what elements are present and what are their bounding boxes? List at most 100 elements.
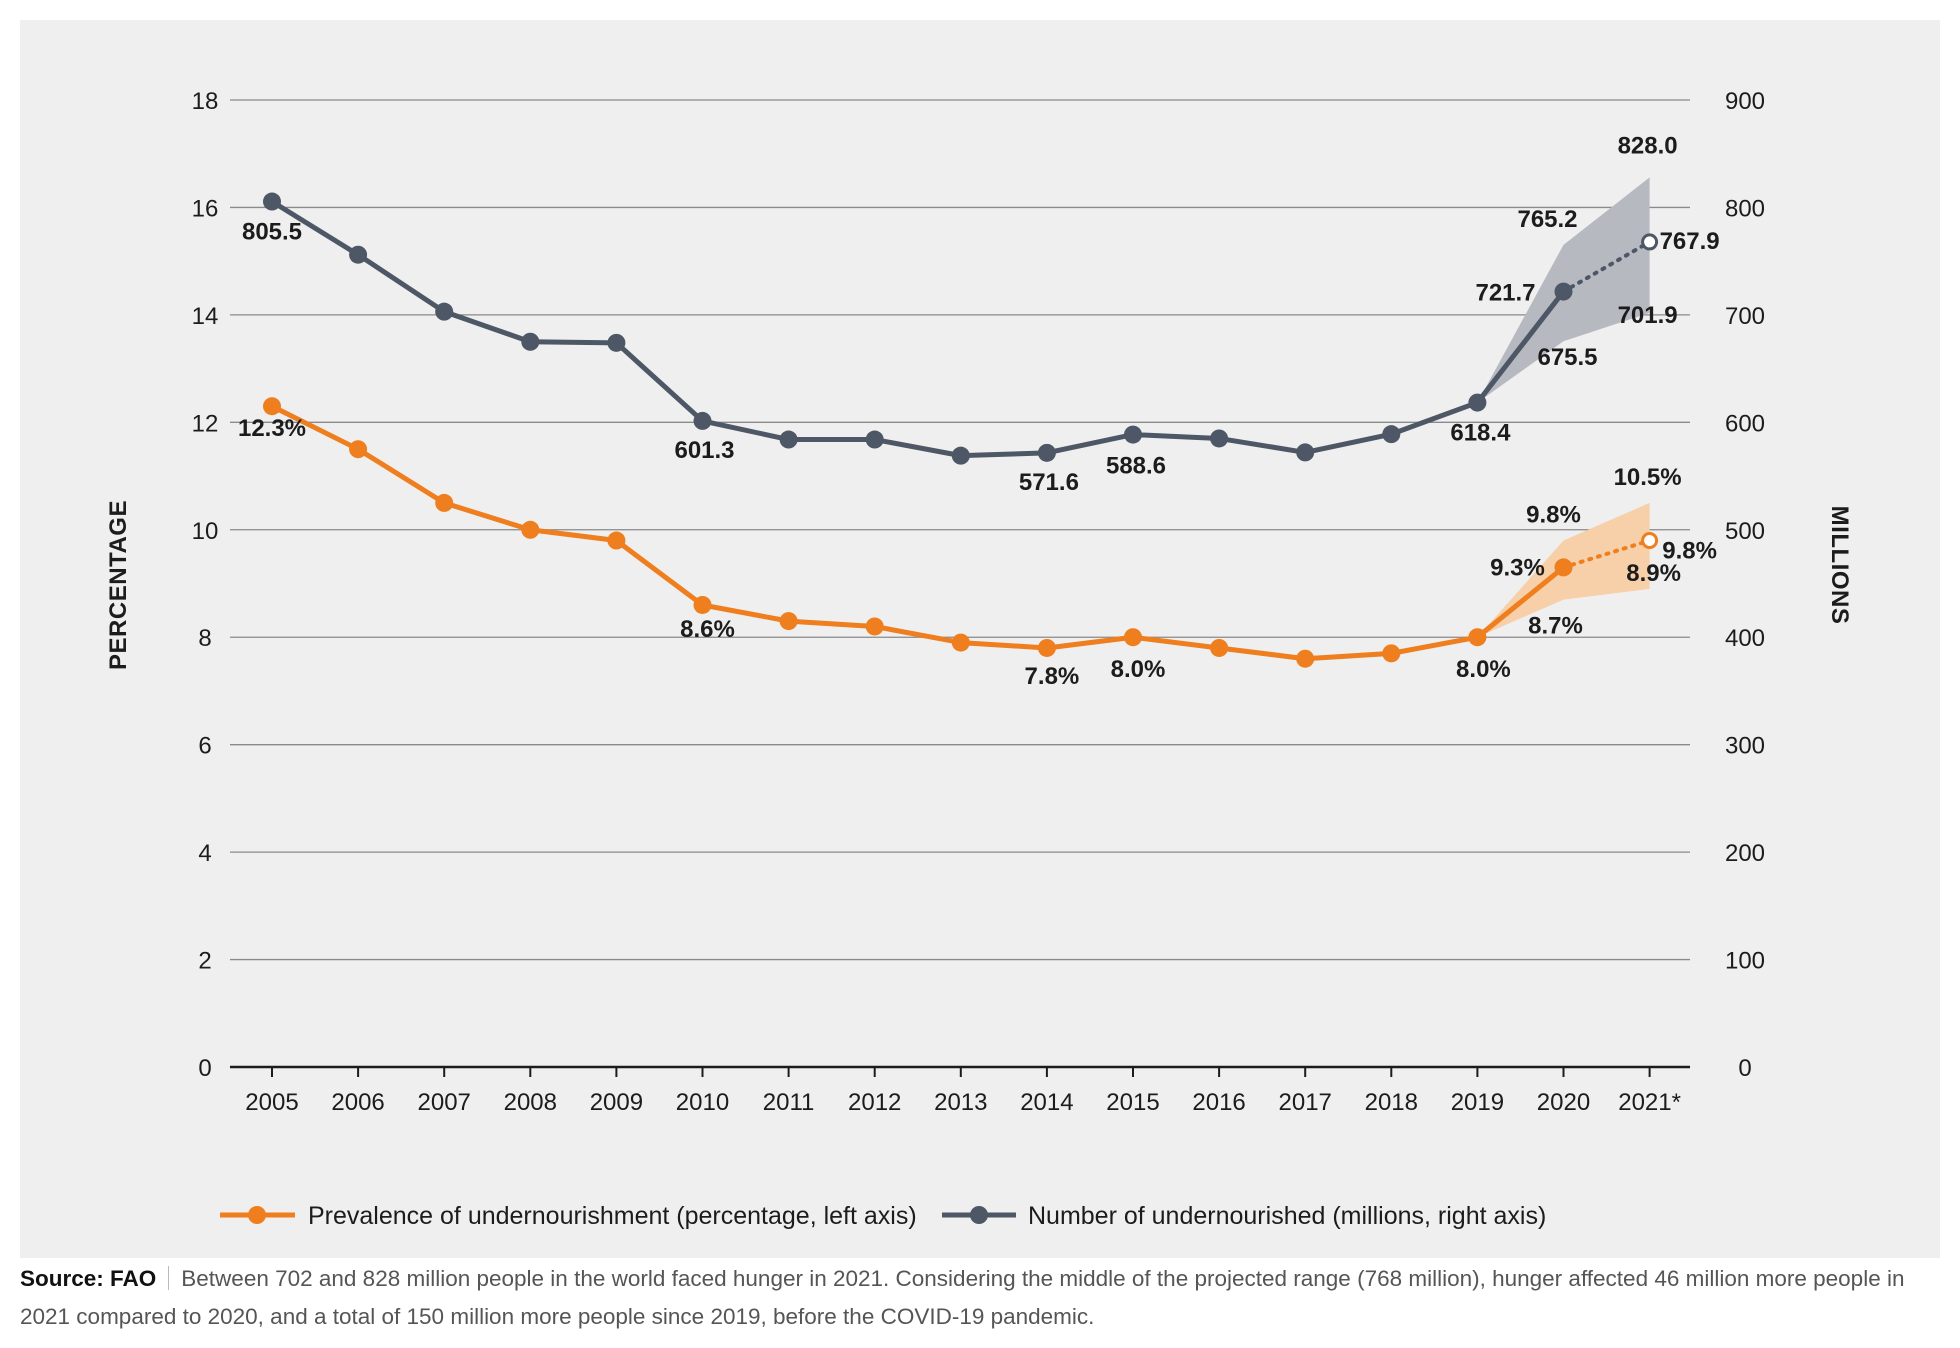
x-tick-label: 2005: [245, 1089, 298, 1116]
chart: 0 2 4 6 8 10 12 14 16 18 0 100 200 300 400 500 600 700 800…: [105, 88, 1853, 1230]
caption-separator: [168, 1266, 170, 1290]
prevalence-point: [1382, 644, 1401, 663]
data-label: 10.5%: [1614, 464, 1682, 491]
data-label: 601.3: [674, 437, 734, 464]
data-label: 9.8%: [1662, 538, 1717, 565]
number-undernourished-point: [1124, 425, 1142, 444]
legend-label-number: Number of undernourished (millions, righ…: [1028, 1202, 1546, 1230]
number-undernourished-point: [1037, 443, 1056, 462]
prevalence-point: [779, 612, 798, 631]
y-right-tick-label: 600: [1725, 410, 1765, 437]
x-tick-label: 2017: [1279, 1089, 1332, 1116]
y-right-tick-label: 400: [1725, 625, 1765, 652]
y-right-tick-label: 300: [1725, 733, 1765, 760]
data-label: 8.7%: [1528, 613, 1583, 640]
number-undernourished-line: [270, 199, 1566, 459]
data-label: 588.6: [1106, 453, 1166, 480]
data-label: 618.4: [1450, 420, 1511, 447]
x-tick-label: 2015: [1106, 1089, 1159, 1116]
y-left-tick-label: 16: [192, 195, 219, 222]
legend-marker-prevalence: [248, 1206, 266, 1224]
y-left-tick-label: 4: [198, 840, 211, 867]
prevalence-point: [1124, 628, 1142, 647]
y-left-tick-label: 12: [192, 410, 219, 437]
prevalence-point: [1037, 638, 1056, 657]
data-label: 7.8%: [1025, 663, 1080, 690]
x-tick-label: 2013: [934, 1089, 987, 1116]
data-label: 8.9%: [1626, 560, 1681, 587]
prevalence-point: [1210, 638, 1229, 657]
prevalence-point: [263, 397, 281, 416]
x-tick-label: 2018: [1365, 1089, 1418, 1116]
x-tick-label: 2006: [331, 1089, 384, 1116]
data-label: 8.6%: [680, 616, 735, 643]
prevalence-point: [865, 617, 884, 636]
x-tick-label: 2016: [1192, 1089, 1245, 1116]
caption-text: Between 702 and 828 million people in th…: [20, 1266, 1905, 1329]
prevalence-projection: [1561, 538, 1652, 570]
y-right-tick-label: 700: [1725, 303, 1765, 330]
number-undernourished-point: [349, 245, 368, 264]
x-tick-label: 2012: [848, 1089, 901, 1116]
data-label: 571.6: [1019, 469, 1079, 496]
data-label: 675.5: [1537, 344, 1597, 371]
x-tick-label: 2008: [504, 1089, 557, 1116]
data-label: 9.3%: [1490, 554, 1545, 581]
caption-source: Source: FAO: [20, 1266, 157, 1291]
data-label: 9.8%: [1526, 502, 1581, 529]
data-label: 828.0: [1618, 132, 1678, 159]
x-tick-label: 2014: [1020, 1089, 1073, 1116]
y-right-tick-label: 900: [1725, 88, 1765, 115]
y-left-tick-label: 0: [198, 1055, 211, 1082]
chart-panel: 0 2 4 6 8 10 12 14 16 18 0 100 200 300 400 500 600 700 800…: [20, 20, 1940, 1258]
data-label: 8.0%: [1111, 656, 1166, 683]
caption: Source: FAO Between 702 and 828 million p…: [20, 1260, 1935, 1336]
y-right-tick-label: 200: [1725, 840, 1765, 867]
y-right-tick-label: 0: [1738, 1055, 1751, 1082]
number-undernourished-point-projected: [1641, 233, 1659, 251]
prevalence-point: [1554, 558, 1573, 577]
number-undernourished-point: [693, 411, 712, 430]
number-undernourished-point: [779, 430, 798, 449]
data-label: 805.5: [242, 219, 302, 246]
x-tick-label: 2009: [590, 1089, 643, 1116]
x-tick-label: 2019: [1451, 1089, 1504, 1116]
number-undernourished-point: [1382, 425, 1401, 444]
prevalence-point: [521, 520, 540, 539]
number-undernourished-projection: [1561, 239, 1652, 294]
data-label: 721.7: [1475, 280, 1535, 307]
x-tick-label: 2010: [676, 1089, 729, 1116]
y-left-tick-label: 18: [192, 88, 219, 115]
y-left-tick-label: 6: [198, 733, 211, 760]
prevalence-point: [607, 531, 626, 550]
y-left-tick-label: 2: [198, 948, 211, 975]
number-undernourished-point: [263, 192, 281, 211]
y-left-tick-label: 8: [198, 625, 211, 652]
legend-marker-number: [970, 1206, 988, 1224]
number-undernourished-point: [1554, 282, 1573, 301]
data-label: 8.0%: [1456, 656, 1511, 683]
x-tick-label: 2007: [418, 1089, 471, 1116]
data-label: 765.2: [1517, 206, 1577, 233]
number-undernourished-point: [951, 446, 970, 465]
prevalence-point: [1468, 628, 1487, 647]
prevalence-line: [270, 403, 1566, 662]
number-undernourished-point: [1468, 393, 1487, 412]
number-undernourished-point: [1296, 443, 1315, 462]
y-right-tick-label: 800: [1725, 195, 1765, 222]
y-right-tick-label: 500: [1725, 518, 1765, 545]
y-left-tick-label: 14: [192, 303, 219, 330]
number-undernourished-point: [435, 302, 454, 321]
number-undernourished-point: [521, 332, 540, 351]
x-tick-label: 2011: [763, 1089, 815, 1116]
y-right-axis-title: MILLIONS: [1826, 506, 1853, 625]
x-tick-label: 2020: [1537, 1089, 1590, 1116]
number-undernourished-point: [1210, 429, 1229, 448]
number-undernourished-point: [865, 430, 884, 449]
y-left-axis-title: PERCENTAGE: [105, 500, 132, 670]
prevalence-point: [435, 493, 454, 512]
prevalence-point: [349, 440, 368, 459]
data-label: 767.9: [1660, 228, 1720, 255]
prevalence-point: [1296, 649, 1315, 668]
data-label: 12.3%: [238, 415, 306, 442]
